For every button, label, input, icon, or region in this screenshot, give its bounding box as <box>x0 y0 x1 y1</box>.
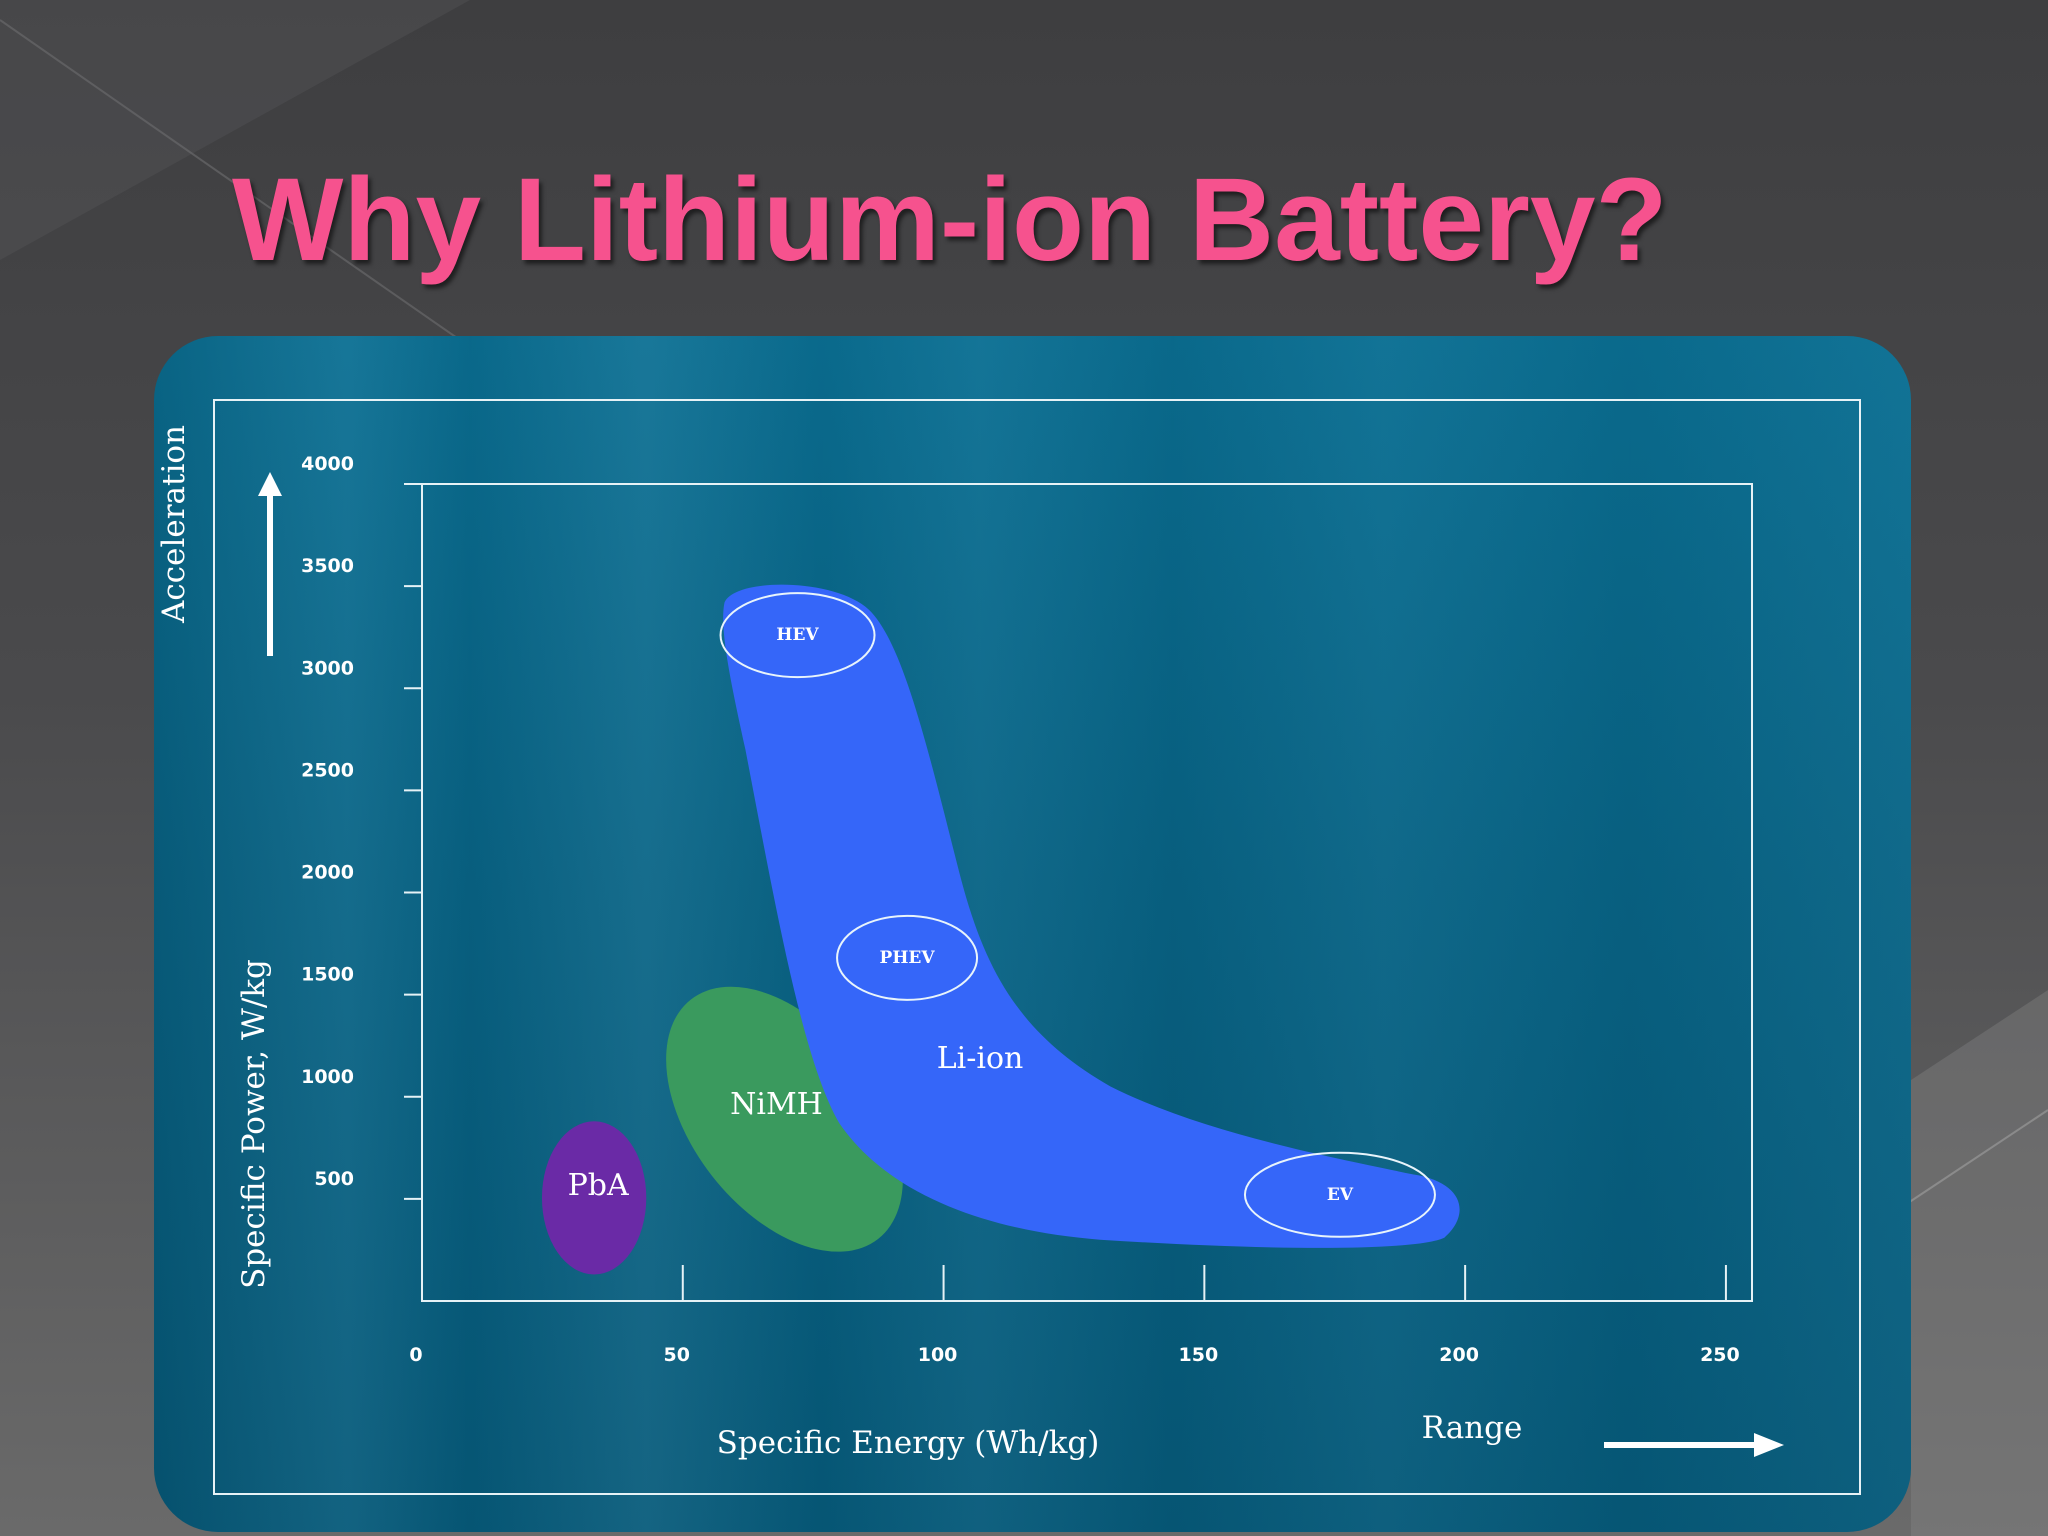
range-label: Range <box>1422 1410 1523 1446</box>
x-tick-label-0: 0 <box>409 1344 422 1366</box>
y-tick-label-4000: 4000 <box>301 453 354 475</box>
application-ring-ev <box>1243 1151 1436 1238</box>
x-tick-label-200: 200 <box>1439 1344 1479 1366</box>
x-tick-label-250: 250 <box>1700 1344 1740 1366</box>
y-tick-label-1500: 1500 <box>301 964 354 986</box>
chart-panel: 500 1000 1500 2000 2500 3000 3500 4000 0 50 100 150… <box>154 336 1911 1532</box>
region-pba <box>541 1121 647 1275</box>
y-tick-label-500: 500 <box>314 1168 354 1190</box>
x-axis-title: Specific Energy (Wh/kg) <box>717 1425 1100 1461</box>
application-ring-hev <box>719 592 876 679</box>
acceleration-arrow-icon <box>258 472 282 496</box>
region-label-li-ion: Li-ion <box>937 1041 1024 1076</box>
application-label-ev: EV <box>1327 1185 1354 1205</box>
chart-frame <box>213 399 1861 1495</box>
x-tick-label-100: 100 <box>918 1344 958 1366</box>
x-tick-label-50: 50 <box>664 1344 690 1366</box>
acceleration-label: Acceleration <box>156 425 192 624</box>
application-ring-phev <box>836 914 979 1001</box>
y-tick-label-3500: 3500 <box>301 555 354 577</box>
y-axis-title: Specific Power, W/kg <box>236 959 272 1289</box>
application-label-phev: PHEV <box>880 948 936 968</box>
y-tick-label-2500: 2500 <box>301 759 354 781</box>
y-tick-label-2000: 2000 <box>301 862 354 884</box>
region-label-nimh: NiMH <box>730 1087 823 1122</box>
y-tick-label-1000: 1000 <box>301 1066 354 1088</box>
slide-title: Why Lithium-ion Battery? <box>232 154 1668 286</box>
x-tick-label-150: 150 <box>1179 1344 1219 1366</box>
application-label-hev: HEV <box>776 625 819 645</box>
region-li-ion <box>723 584 1460 1248</box>
range-arrow-icon <box>1754 1433 1784 1457</box>
y-tick-label-3000: 3000 <box>301 657 354 679</box>
region-label-pba: PbA <box>568 1168 629 1203</box>
battery-chart: 500 1000 1500 2000 2500 3000 3500 4000 0 50 100 150… <box>156 399 1861 1495</box>
